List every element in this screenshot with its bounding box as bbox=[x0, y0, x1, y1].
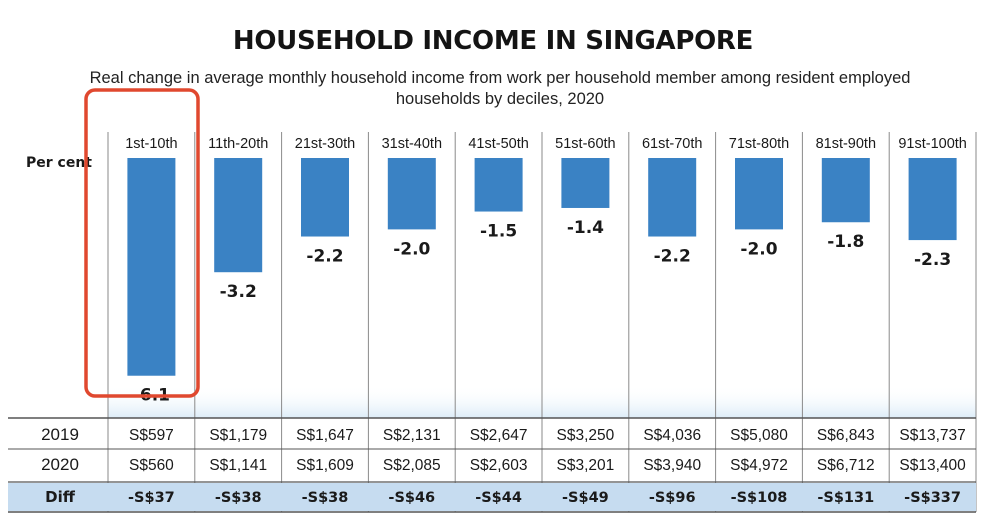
highlight-box bbox=[84, 88, 200, 398]
table-cell: S$3,250 bbox=[557, 427, 615, 444]
category-label: 31st-40th bbox=[382, 136, 442, 152]
bar bbox=[648, 158, 697, 237]
table-cell: S$3,201 bbox=[557, 457, 615, 474]
table-cell: S$1,647 bbox=[296, 427, 354, 444]
diff-cell: -S$44 bbox=[475, 490, 522, 506]
table-cell: S$13,737 bbox=[899, 427, 965, 444]
diff-cell: -S$38 bbox=[215, 490, 262, 506]
table-cell: S$2,131 bbox=[383, 427, 441, 444]
category-label: 91st-100th bbox=[898, 136, 967, 152]
value-label: -2.0 bbox=[393, 239, 430, 259]
table-cell: S$4,036 bbox=[643, 427, 701, 444]
value-label: -3.2 bbox=[220, 282, 257, 302]
category-label: 1st-10th bbox=[125, 136, 177, 152]
bar bbox=[908, 158, 957, 241]
value-label: -1.8 bbox=[827, 232, 864, 252]
value-label: -1.5 bbox=[480, 222, 517, 242]
category-label: 11th-20th bbox=[208, 136, 268, 152]
value-label: -2.2 bbox=[654, 247, 691, 267]
bar bbox=[387, 158, 436, 230]
category-label: 71st-80th bbox=[729, 136, 789, 152]
table-cell: S$2,647 bbox=[470, 427, 528, 444]
table-cell: S$1,141 bbox=[209, 457, 267, 474]
diff-cell: -S$49 bbox=[562, 490, 609, 506]
value-label: -1.4 bbox=[567, 218, 604, 238]
bar bbox=[301, 158, 349, 237]
row-header: 2019 bbox=[41, 425, 79, 444]
y-axis-label: Per cent bbox=[26, 155, 92, 171]
value-label: -2.3 bbox=[914, 250, 951, 270]
diff-cell: -S$131 bbox=[817, 490, 874, 506]
category-label: 81st-90th bbox=[816, 136, 876, 152]
table-cell: S$13,400 bbox=[899, 457, 966, 474]
diff-cell: -S$46 bbox=[388, 490, 435, 506]
table-cell: S$2,603 bbox=[470, 457, 528, 474]
bar bbox=[214, 158, 263, 273]
category-label: 21st-30th bbox=[295, 136, 355, 152]
diff-cell: -S$37 bbox=[128, 490, 175, 506]
value-label: -2.0 bbox=[740, 239, 777, 259]
table-cell: S$5,080 bbox=[730, 427, 788, 444]
bar bbox=[127, 158, 176, 376]
diff-cell: -S$108 bbox=[731, 490, 788, 506]
table-cell: S$6,712 bbox=[817, 457, 875, 474]
category-label: 61st-70th bbox=[642, 136, 702, 152]
value-label: -2.2 bbox=[306, 247, 343, 267]
diff-header: Diff bbox=[45, 488, 76, 506]
diff-cell: -S$96 bbox=[649, 490, 696, 506]
bar bbox=[821, 158, 870, 223]
bar bbox=[474, 158, 523, 212]
diff-row-bg bbox=[8, 483, 976, 511]
table-cell: S$1,179 bbox=[209, 427, 267, 444]
bar bbox=[561, 158, 610, 208]
table-cell: S$560 bbox=[129, 457, 174, 474]
category-label: 41st-50th bbox=[468, 136, 528, 152]
category-label: 51st-60th bbox=[555, 136, 615, 152]
table-cell: S$1,609 bbox=[296, 457, 354, 474]
chart-title: HOUSEHOLD INCOME IN SINGAPORE bbox=[232, 26, 754, 56]
table-cell: S$597 bbox=[129, 427, 174, 444]
table-cell: S$2,085 bbox=[383, 457, 441, 474]
diff-cell: -S$38 bbox=[302, 490, 349, 506]
chart-subtitle: Real change in average monthly household… bbox=[89, 69, 911, 108]
table-cell: S$6,843 bbox=[817, 427, 875, 444]
table-cell: S$4,972 bbox=[730, 457, 788, 474]
table-cell: S$3,940 bbox=[643, 457, 701, 474]
diff-cell: -S$337 bbox=[904, 490, 961, 506]
bar bbox=[735, 158, 783, 230]
row-header: 2020 bbox=[41, 455, 79, 474]
